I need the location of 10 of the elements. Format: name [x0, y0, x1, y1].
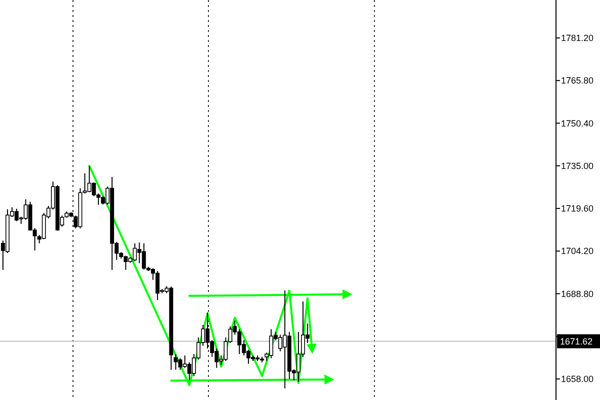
- y-tick-label: 1750.40: [561, 118, 594, 128]
- y-tick-label: 1658.00: [561, 374, 594, 384]
- ref-line-label: 1671.62: [560, 336, 593, 346]
- y-tick-label: 1735.00: [561, 160, 594, 171]
- y-tick-label: 1688.80: [561, 288, 594, 299]
- candlestick: [174, 354, 178, 370]
- y-tick-label: 1704.20: [561, 246, 594, 256]
- y-tick-label: 1781.20: [561, 33, 594, 44]
- y-tick-label: 1765.80: [561, 76, 594, 86]
- y-tick-label: 1719.60: [561, 204, 594, 214]
